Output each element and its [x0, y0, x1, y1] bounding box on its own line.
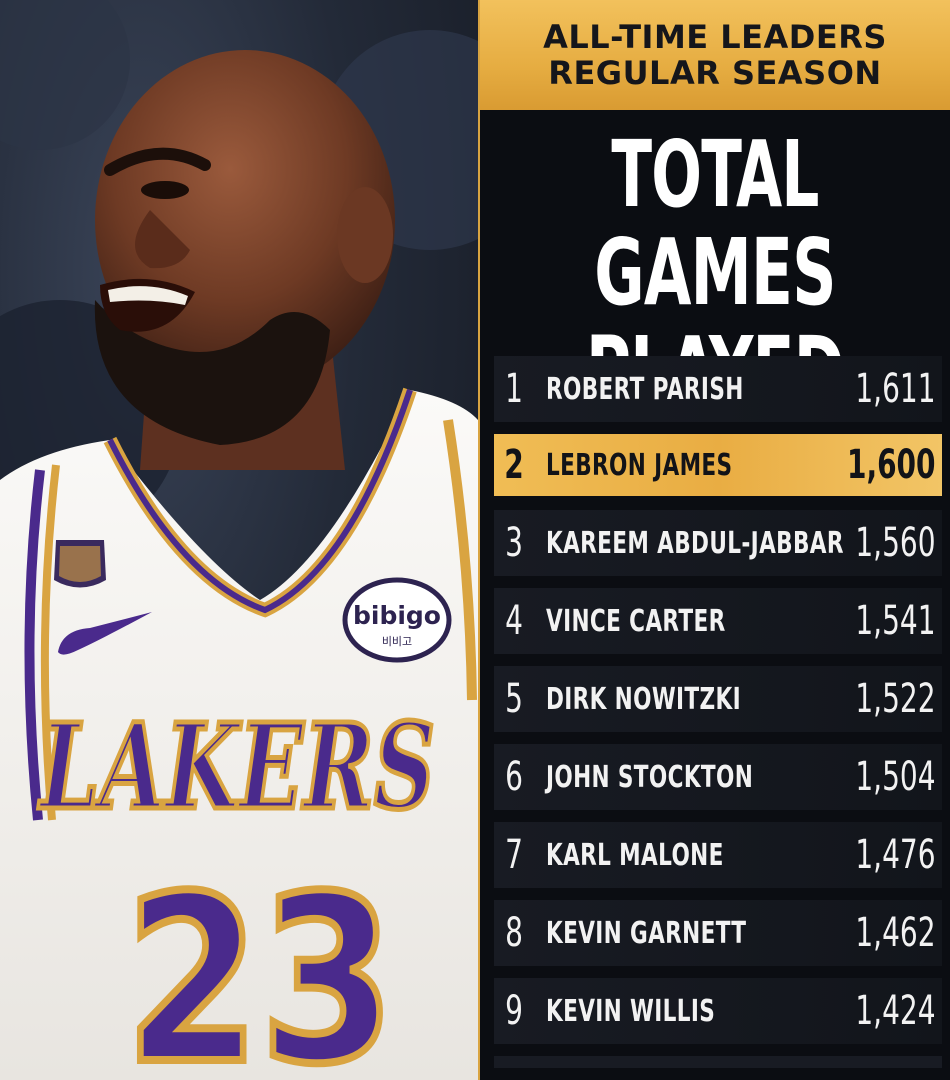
leader-row-highlighted: 2 LEBRON JAMES 1,600 [494, 434, 942, 496]
leader-value: 1,462 [855, 910, 936, 956]
header-line-1: ALL-TIME LEADERS [543, 18, 887, 56]
leader-row: 1 ROBERT PARISH 1,611 [494, 356, 942, 422]
player-illustration: bibigo 비비고 LAKERS 23 [0, 0, 478, 1080]
leader-row: 6 JOHN STOCKTON 1,504 [494, 744, 942, 810]
leader-name: KEVIN WILLIS [546, 993, 716, 1029]
leader-value: 1,476 [855, 832, 936, 878]
leader-value: 1,611 [855, 366, 936, 412]
leader-rank: 6 [505, 754, 523, 800]
leader-rank: 3 [505, 520, 523, 566]
leader-row: 5 DIRK NOWITZKI 1,522 [494, 666, 942, 732]
jersey-team-text: LAKERS [38, 697, 435, 836]
leader-rank: 7 [505, 832, 523, 878]
leader-rank: 8 [505, 910, 523, 956]
leader-rank: 2 [504, 442, 524, 488]
leader-value: 1,560 [855, 520, 936, 566]
leaders-list: 1 ROBERT PARISH 1,611 2 LEBRON JAMES 1,6… [494, 356, 942, 1068]
leader-value: 1,504 [855, 754, 936, 800]
leader-rank: 5 [505, 676, 523, 722]
leader-row: 3 KAREEM ABDUL-JABBAR 1,560 [494, 510, 942, 576]
leader-row: 7 KARL MALONE 1,476 [494, 822, 942, 888]
bibigo-patch: bibigo 비비고 [342, 577, 452, 663]
leader-name: VINCE CARTER [546, 603, 726, 639]
leader-rank: 9 [505, 988, 523, 1034]
leader-name: LEBRON JAMES [546, 447, 733, 483]
leader-value: 1,522 [855, 676, 936, 722]
leader-rank: 1 [505, 366, 523, 412]
leader-value: 1,600 [847, 442, 936, 488]
leader-name: KEVIN GARNETT [546, 915, 747, 951]
leader-row: 4 VINCE CARTER 1,541 [494, 588, 942, 654]
leader-name: JOHN STOCKTON [546, 759, 754, 795]
anniversary-patch-icon [54, 540, 106, 588]
leaderboard-header: ALL-TIME LEADERS REGULAR SEASON [480, 0, 950, 110]
leader-name: ROBERT PARISH [546, 371, 744, 407]
stat-title-line-1: TOTAL [611, 121, 819, 228]
leader-value: 1,424 [855, 988, 936, 1034]
patch-text: bibigo [353, 601, 441, 630]
leaderboard-panel: ALL-TIME LEADERS REGULAR SEASON TOTAL GA… [478, 0, 950, 1080]
leader-name: KAREEM ABDUL-JABBAR [546, 525, 844, 561]
swoosh-icon [58, 612, 152, 655]
leader-name: DIRK NOWITZKI [546, 681, 742, 717]
leader-rank: 4 [505, 598, 523, 644]
leader-value: 1,541 [855, 598, 936, 644]
patch-subtext: 비비고 [382, 635, 412, 648]
leader-row: 8 KEVIN GARNETT 1,462 [494, 900, 942, 966]
player-photo: bibigo 비비고 LAKERS 23 [0, 0, 478, 1080]
leader-row-cut-off [494, 1056, 942, 1068]
leader-row: 9 KEVIN WILLIS 1,424 [494, 978, 942, 1044]
header-line-2: REGULAR SEASON [548, 54, 882, 92]
jersey-number-text: 23 [125, 848, 395, 1080]
leader-name: KARL MALONE [546, 837, 724, 873]
